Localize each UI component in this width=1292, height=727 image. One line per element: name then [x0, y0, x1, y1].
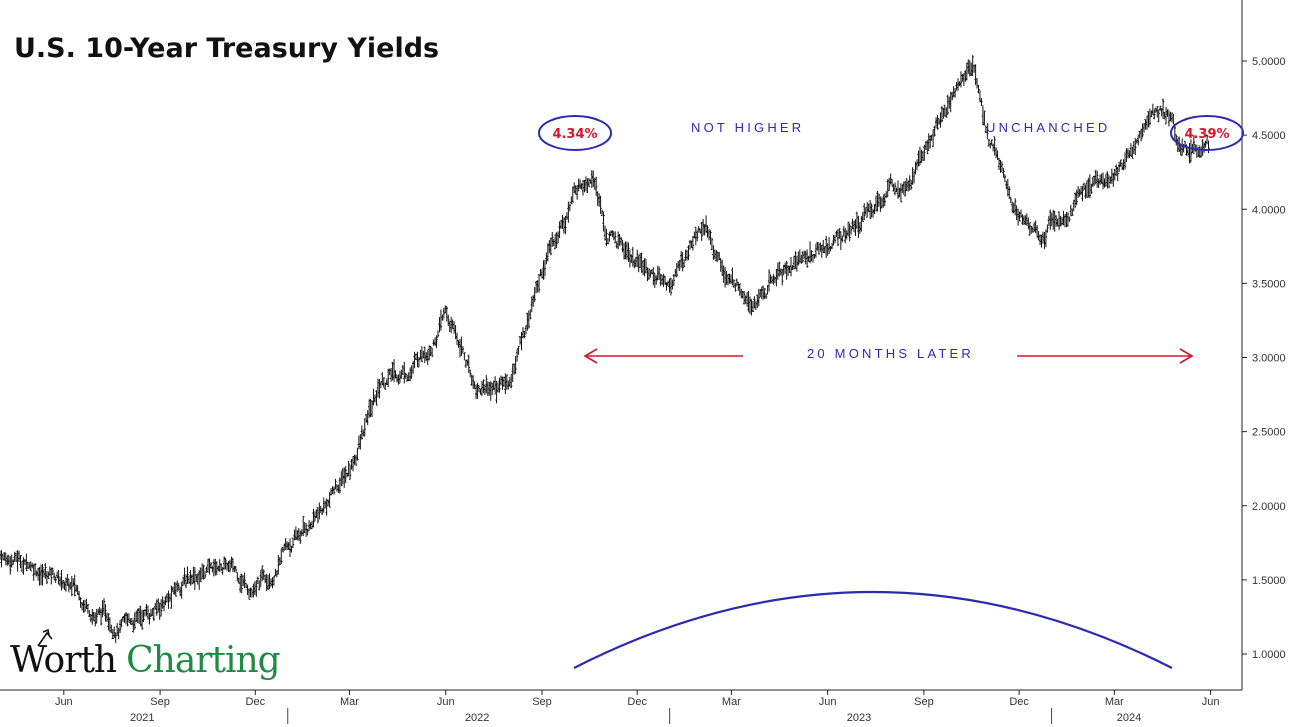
x-tick-label: Sep	[914, 696, 934, 708]
x-year-label: 2023	[847, 712, 871, 724]
y-tick-label: 4.5000	[1252, 130, 1286, 142]
y-axis: 1.0000 1.5000 2.0000 2.5000 3.0000 3.5000 4.00…	[1241, 0, 1286, 690]
peak-ellipse	[538, 115, 612, 151]
y-tick-label: 5.0000	[1252, 56, 1286, 68]
x-tick-label: Dec	[627, 696, 647, 708]
current-ellipse	[1170, 115, 1244, 151]
y-tick-label: 1.0000	[1252, 649, 1286, 661]
x-tick-label: Jun	[55, 696, 73, 708]
current-label: 4.39%	[1184, 127, 1229, 142]
x-tick-label: Dec	[246, 696, 266, 708]
unchanged-label: UNCHANCHED	[986, 120, 1110, 135]
logo-text: Worth Charting	[10, 640, 280, 681]
y-tick-label: 3.5000	[1252, 278, 1286, 290]
arc-curve	[573, 590, 1173, 669]
x-tick-label: Dec	[1009, 696, 1029, 708]
y-tick-label: 2.0000	[1252, 501, 1286, 513]
x-tick-label: Sep	[150, 696, 170, 708]
logo-charting: Charting	[126, 640, 280, 681]
peak-label: 4.34%	[552, 127, 597, 142]
not-higher-label: NOT HIGHER	[691, 120, 804, 135]
x-tick-label: Jun	[437, 696, 455, 708]
x-year-label: 2021	[130, 712, 154, 724]
x-tick-label: Mar	[1105, 696, 1124, 708]
months-later-label: 20 MONTHS LATER	[807, 346, 974, 361]
x-year-label: 2024	[1117, 712, 1141, 724]
left-arrow	[583, 348, 743, 364]
chart-title: U.S. 10-Year Treasury Yields	[14, 33, 439, 64]
x-axis: Jun Sep Dec Mar Jun Sep Dec Mar Jun Sep Dec Mar Jun 2…	[0, 689, 1242, 724]
worth-charting-logo: Worth Charting	[10, 628, 281, 681]
y-tick-label: 3.0000	[1252, 353, 1286, 365]
right-arrow	[1017, 348, 1194, 364]
y-tick-label: 4.0000	[1252, 204, 1286, 216]
x-tick-label: Mar	[722, 696, 741, 708]
logo-arrow-icon	[37, 631, 53, 647]
y-tick-label: 1.5000	[1252, 575, 1286, 587]
logo-worth: Worth	[10, 640, 117, 681]
x-tick-label: Jun	[819, 696, 837, 708]
price-bars	[0, 55, 1210, 643]
annotations: 4.34% 4.39% NOT HIGHER UNCHANCHED 20 MON…	[538, 115, 1244, 669]
y-tick-label: 2.5000	[1252, 427, 1286, 439]
x-tick-label: Jun	[1202, 696, 1220, 708]
x-year-label: 2022	[465, 712, 489, 724]
x-tick-label: Sep	[532, 696, 552, 708]
x-tick-label: Mar	[340, 696, 359, 708]
